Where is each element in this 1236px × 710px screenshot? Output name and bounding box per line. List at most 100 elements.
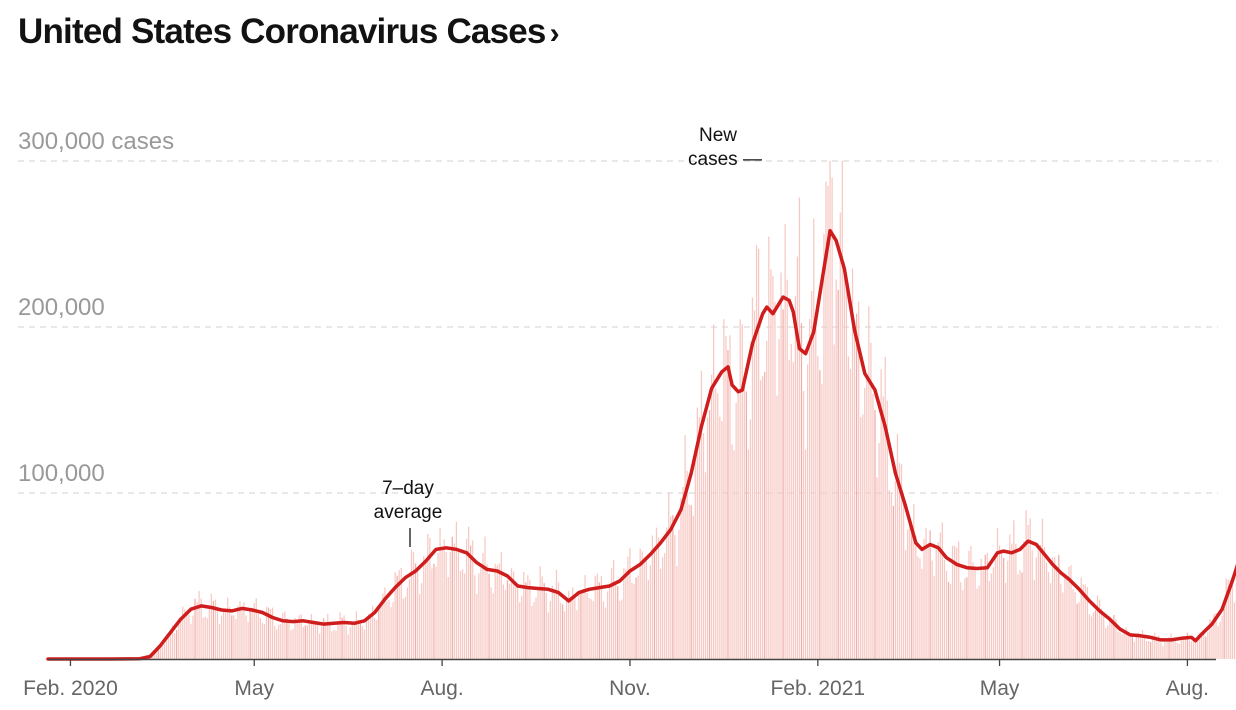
- new-cases-bar: [239, 601, 241, 659]
- new-cases-bar: [204, 616, 206, 659]
- new-cases-bar: [690, 505, 692, 659]
- new-cases-bar: [402, 598, 404, 659]
- new-cases-bar: [1037, 550, 1039, 659]
- new-cases-bar: [841, 161, 843, 659]
- new-cases-bar: [165, 634, 168, 659]
- new-cases-bar: [388, 599, 390, 659]
- new-cases-bar: [623, 568, 625, 659]
- new-cases-bar: [855, 313, 858, 659]
- new-cases-bar: [733, 450, 735, 659]
- new-cases-bar: [1098, 599, 1101, 659]
- new-cases-bar: [155, 647, 157, 659]
- new-cases-bar: [980, 558, 982, 659]
- new-cases-bar: [635, 577, 637, 659]
- new-cases-bar: [580, 590, 582, 659]
- new-cases-bar: [612, 560, 615, 659]
- new-cases-bar: [904, 550, 907, 659]
- new-cases-bar: [1101, 608, 1103, 659]
- new-cases-bar: [915, 535, 917, 659]
- new-cases-bar: [1094, 610, 1097, 659]
- new-cases-bar: [819, 370, 821, 659]
- chart-title[interactable]: United States Coronavirus Cases ›: [18, 12, 560, 52]
- new-cases-bar: [229, 607, 231, 659]
- new-cases-bar: [888, 490, 890, 659]
- new-cases-bar: [923, 538, 925, 659]
- new-cases-bar: [762, 376, 764, 659]
- new-cases-bar: [380, 605, 382, 659]
- new-cases-bar: [274, 625, 276, 659]
- new-cases-bar: [757, 248, 760, 659]
- new-cases-bar: [182, 606, 184, 659]
- new-cases-bar: [1233, 602, 1236, 659]
- new-cases-bar: [770, 269, 772, 659]
- new-cases-bar: [1176, 642, 1178, 659]
- new-cases-bar: [619, 600, 621, 659]
- new-cases-bar: [872, 393, 874, 659]
- new-cases-bar: [972, 562, 974, 659]
- new-cases-bar: [443, 539, 445, 659]
- new-cases-bar: [647, 579, 649, 659]
- new-cases-bar: [153, 651, 155, 659]
- new-cases-bar: [398, 570, 400, 659]
- new-cases-bar: [858, 301, 860, 659]
- new-cases-bar: [1113, 614, 1115, 659]
- new-cases-bar: [811, 291, 813, 659]
- new-cases-bar: [939, 532, 941, 659]
- new-cases-bar: [702, 433, 705, 659]
- new-cases-bar: [1056, 567, 1058, 659]
- new-cases-bar: [1080, 577, 1082, 659]
- new-cases-bar: [255, 598, 257, 659]
- gridlines: [18, 160, 1218, 494]
- new-cases-bar: [390, 607, 392, 659]
- new-cases-bar: [909, 519, 911, 659]
- new-cases-bar: [463, 573, 466, 659]
- new-cases-bar: [1088, 614, 1091, 659]
- new-cases-bar: [896, 433, 899, 659]
- new-cases-bar: [649, 565, 652, 659]
- new-cases-bar: [1137, 632, 1140, 659]
- new-cases-bar: [1186, 632, 1189, 659]
- new-cases-bar: [700, 370, 703, 659]
- new-cases-bar: [1209, 619, 1211, 659]
- new-cases-bar: [1133, 641, 1135, 659]
- new-cases-bar: [173, 633, 176, 659]
- new-cases-bar: [500, 552, 502, 659]
- new-cases-bar: [1115, 619, 1117, 659]
- new-cases-bar: [449, 552, 451, 659]
- new-cases-bar: [369, 614, 372, 659]
- new-cases-bar: [815, 312, 817, 659]
- new-cases-bar: [711, 374, 713, 659]
- new-cases-bar: [643, 557, 645, 659]
- new-cases-bar: [1023, 540, 1025, 659]
- new-cases-bar: [484, 536, 486, 659]
- new-cases-bar: [627, 556, 629, 659]
- new-cases-bar: [966, 577, 968, 659]
- new-cases-bar: [547, 612, 549, 659]
- new-cases-bar: [374, 618, 376, 659]
- new-cases-bar: [263, 623, 266, 659]
- new-cases-bar: [684, 435, 686, 659]
- new-cases-bar: [235, 618, 237, 659]
- new-cases-bar: [1011, 543, 1013, 659]
- new-cases-bar: [884, 356, 886, 659]
- new-cases-bar: [161, 645, 163, 659]
- new-cases-bar: [588, 598, 590, 659]
- new-cases-bar: [1170, 633, 1172, 659]
- new-cases-bar: [531, 605, 533, 659]
- new-cases-bar: [1158, 635, 1160, 659]
- new-cases-bar: [1203, 633, 1205, 659]
- new-cases-bar: [1219, 621, 1221, 659]
- new-cases-bar: [1190, 641, 1193, 659]
- new-cases-bar: [280, 623, 282, 659]
- y-tick-label-0: 300,000 cases: [18, 128, 174, 155]
- new-cases-bar: [574, 598, 576, 659]
- new-cases-bar: [404, 596, 406, 659]
- new-cases-bar: [833, 344, 835, 659]
- new-cases-bar: [343, 615, 345, 659]
- new-cases-bar: [429, 537, 431, 659]
- new-cases-bar: [713, 324, 715, 659]
- new-cases-bar: [476, 593, 478, 659]
- new-cases-bar: [743, 383, 745, 659]
- new-cases-bar: [653, 549, 656, 659]
